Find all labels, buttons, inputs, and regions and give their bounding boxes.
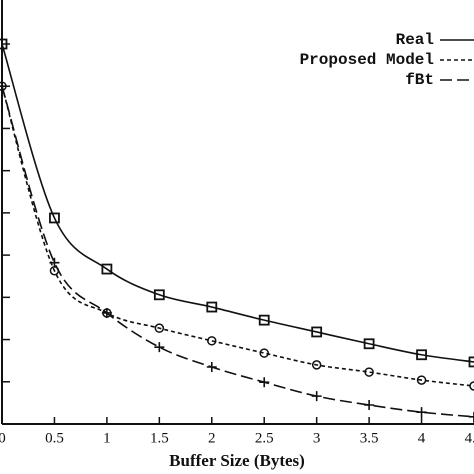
marker: [154, 323, 165, 333]
x-tick-label: 2: [208, 430, 216, 446]
marker: [259, 348, 269, 358]
marker: [364, 367, 374, 377]
marker: [49, 257, 60, 268]
marker: [259, 377, 270, 388]
series-line: [1, 85, 474, 418]
marker: [206, 362, 217, 372]
marker: [311, 326, 323, 338]
marker: [469, 381, 474, 391]
x-tick-label: 3: [313, 430, 321, 446]
x-tick-label: 0: [0, 430, 6, 446]
x-tick-label: 4.5: [465, 430, 474, 446]
x-tick-label: 1.5: [150, 430, 169, 446]
marker: [101, 307, 112, 318]
marker: [416, 349, 427, 361]
marker: [416, 407, 427, 418]
marker: [49, 212, 60, 224]
x-tick-label: 4: [418, 430, 426, 446]
series-line: [1, 86, 474, 387]
marker: [468, 356, 474, 368]
marker: [311, 391, 322, 402]
marker: [364, 400, 375, 410]
marker: [0, 81, 7, 92]
marker: [416, 375, 427, 385]
marker: [311, 360, 322, 370]
marker: [154, 342, 165, 353]
series-line: [1, 43, 474, 363]
marker: [207, 336, 217, 346]
x-tick-label: 0.5: [45, 430, 64, 446]
marker: [469, 411, 474, 422]
x-tick-label: 1: [103, 430, 111, 446]
x-tick-label: 3.5: [360, 430, 379, 446]
x-tick-label: 2.5: [255, 430, 274, 446]
marker: [153, 289, 165, 301]
marker: [101, 263, 113, 275]
legend-label: Proposed Model: [300, 51, 434, 69]
marker: [363, 338, 375, 350]
legend-label: fBt: [405, 71, 434, 89]
marker: [0, 38, 8, 50]
marker: [206, 301, 218, 313]
marker: [258, 314, 270, 326]
legend-label: Real: [396, 31, 434, 49]
x-axis-title: Buffer Size (Bytes): [169, 451, 305, 470]
